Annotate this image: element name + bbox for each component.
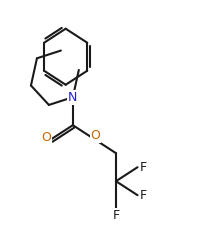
Text: F: F	[112, 209, 119, 222]
Text: F: F	[140, 189, 147, 202]
Text: F: F	[140, 161, 147, 174]
Text: N: N	[68, 91, 78, 104]
Text: O: O	[42, 132, 51, 145]
Text: O: O	[90, 129, 100, 142]
